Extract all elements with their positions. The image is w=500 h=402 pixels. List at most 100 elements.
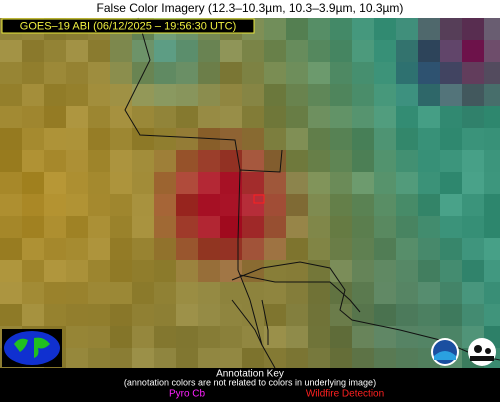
pixel bbox=[110, 260, 132, 282]
pixel bbox=[440, 18, 462, 40]
pixel bbox=[22, 128, 44, 150]
pixel bbox=[22, 84, 44, 106]
pixel bbox=[154, 304, 176, 326]
pixel bbox=[308, 304, 330, 326]
pixel bbox=[264, 40, 286, 62]
pixel bbox=[220, 40, 242, 62]
pixel bbox=[374, 18, 396, 40]
pixel bbox=[264, 348, 286, 368]
pixel bbox=[198, 150, 220, 172]
pixel bbox=[198, 260, 220, 282]
pixel bbox=[242, 40, 264, 62]
pixel bbox=[418, 84, 440, 106]
pixel bbox=[418, 260, 440, 282]
pixel bbox=[44, 304, 66, 326]
pixel bbox=[418, 128, 440, 150]
globe-icon bbox=[2, 329, 62, 367]
pixel bbox=[110, 84, 132, 106]
pixel bbox=[176, 326, 198, 348]
pixel bbox=[66, 84, 88, 106]
pixel bbox=[462, 238, 484, 260]
pixel bbox=[440, 150, 462, 172]
pixel bbox=[242, 304, 264, 326]
pixel bbox=[154, 84, 176, 106]
pixel bbox=[88, 106, 110, 128]
pixel bbox=[22, 282, 44, 304]
pixel bbox=[264, 260, 286, 282]
timestamp-box bbox=[1, 18, 255, 34]
pixel bbox=[286, 40, 308, 62]
noaa-logo bbox=[431, 338, 459, 366]
pixel bbox=[484, 216, 500, 238]
pixel bbox=[374, 150, 396, 172]
pixel bbox=[66, 128, 88, 150]
cimss-logo bbox=[468, 338, 496, 366]
pixel bbox=[308, 238, 330, 260]
pixel bbox=[440, 260, 462, 282]
pixel bbox=[286, 216, 308, 238]
pixel bbox=[88, 348, 110, 368]
pixel bbox=[440, 304, 462, 326]
pixel bbox=[220, 282, 242, 304]
pixel bbox=[198, 238, 220, 260]
pixel bbox=[44, 150, 66, 172]
pixel bbox=[176, 84, 198, 106]
pixel bbox=[264, 238, 286, 260]
pixel bbox=[462, 260, 484, 282]
pixel bbox=[440, 238, 462, 260]
pixel bbox=[308, 18, 330, 40]
pixel bbox=[352, 84, 374, 106]
pixel bbox=[330, 18, 352, 40]
pixel bbox=[198, 172, 220, 194]
pixel bbox=[132, 194, 154, 216]
pixel bbox=[242, 106, 264, 128]
pixel bbox=[440, 40, 462, 62]
pixel bbox=[462, 40, 484, 62]
pixel bbox=[352, 326, 374, 348]
pixel bbox=[220, 260, 242, 282]
pixel bbox=[286, 194, 308, 216]
pixel bbox=[110, 348, 132, 368]
pixel bbox=[88, 282, 110, 304]
pixel bbox=[462, 62, 484, 84]
key-item: Pyro Cb bbox=[169, 389, 206, 400]
pixel bbox=[308, 216, 330, 238]
pixel bbox=[484, 18, 500, 40]
pixel bbox=[264, 326, 286, 348]
key-title: Annotation Key bbox=[216, 369, 284, 380]
pixel bbox=[88, 194, 110, 216]
pixel bbox=[0, 150, 22, 172]
pixel bbox=[418, 238, 440, 260]
pixel bbox=[66, 150, 88, 172]
pixel bbox=[88, 304, 110, 326]
pixel bbox=[396, 172, 418, 194]
pixel bbox=[396, 40, 418, 62]
pixel bbox=[66, 172, 88, 194]
pixel bbox=[462, 18, 484, 40]
pixel bbox=[198, 348, 220, 368]
pixel bbox=[198, 106, 220, 128]
pixel bbox=[132, 216, 154, 238]
pixel bbox=[352, 18, 374, 40]
pixel bbox=[440, 282, 462, 304]
title-bar bbox=[0, 0, 500, 18]
pixel bbox=[88, 62, 110, 84]
pixel bbox=[88, 238, 110, 260]
pixel bbox=[374, 326, 396, 348]
pixel bbox=[374, 348, 396, 368]
pixel bbox=[352, 172, 374, 194]
pixel bbox=[154, 216, 176, 238]
imagery bbox=[0, 18, 500, 368]
pixel bbox=[110, 128, 132, 150]
pixel bbox=[176, 62, 198, 84]
pixel bbox=[264, 84, 286, 106]
pixel bbox=[44, 282, 66, 304]
pixel bbox=[154, 106, 176, 128]
pixel bbox=[418, 106, 440, 128]
pixel bbox=[220, 62, 242, 84]
pixel bbox=[396, 282, 418, 304]
pixel bbox=[22, 150, 44, 172]
pixel bbox=[286, 282, 308, 304]
pixel bbox=[44, 40, 66, 62]
